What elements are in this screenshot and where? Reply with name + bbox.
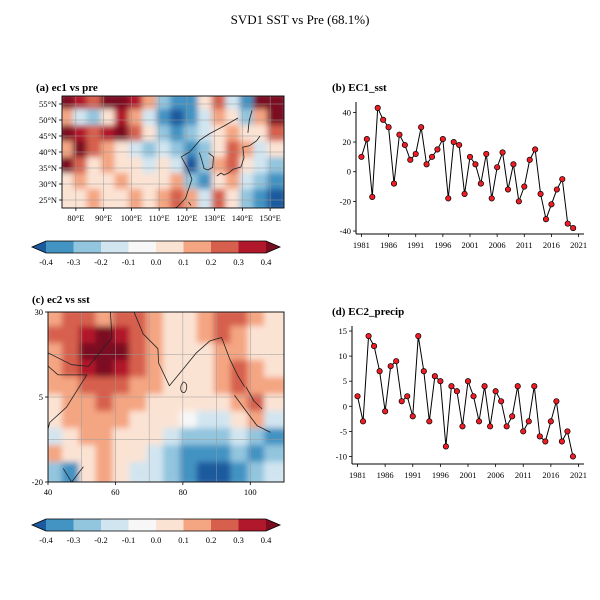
svg-text:0.4: 0.4 bbox=[261, 535, 272, 545]
svg-text:1981: 1981 bbox=[353, 240, 370, 250]
svg-text:40°N: 40°N bbox=[39, 147, 57, 157]
panel-a-map: 55°N 50°N 45°N 40°N 35°N 30°N 25°N 80°E 90°E 100°… bbox=[39, 95, 285, 223]
svg-text:80°E: 80°E bbox=[67, 213, 84, 223]
svg-text:140°E: 140°E bbox=[232, 213, 253, 223]
panel-a-colorbar: -0.4 -0.3 -0.2 -0.1 0.0 0.1 0.2 0.3 0.4 bbox=[30, 240, 282, 267]
svg-text:2016: 2016 bbox=[543, 240, 560, 250]
svg-text:5: 5 bbox=[343, 376, 347, 386]
svg-text:1986: 1986 bbox=[380, 240, 397, 250]
svg-text:0.3: 0.3 bbox=[233, 257, 244, 267]
svg-text:0.1: 0.1 bbox=[178, 535, 189, 545]
svg-text:-0.2: -0.2 bbox=[94, 535, 107, 545]
svg-text:2001: 2001 bbox=[460, 470, 477, 480]
panel-b-lineplot: -40 -20 0 20 40 1981 1986 1991 1996 2001 2006 2011 2… bbox=[340, 102, 587, 250]
svg-text:2021: 2021 bbox=[570, 470, 587, 480]
svg-text:2001: 2001 bbox=[462, 240, 479, 250]
svg-text:50°N: 50°N bbox=[39, 115, 57, 125]
svg-text:110°E: 110°E bbox=[149, 213, 170, 223]
svg-text:2011: 2011 bbox=[515, 470, 532, 480]
svg-text:150°E: 150°E bbox=[259, 213, 280, 223]
svg-text:120°E: 120°E bbox=[176, 213, 197, 223]
svg-text:-10: -10 bbox=[336, 451, 347, 461]
svg-text:-0.2: -0.2 bbox=[94, 257, 107, 267]
panel-c-colorbar: -0.4 -0.3 -0.2 -0.1 0.0 0.1 0.2 0.3 0.4 bbox=[30, 518, 282, 545]
svg-text:0.2: 0.2 bbox=[206, 535, 217, 545]
svg-text:-0.1: -0.1 bbox=[122, 535, 135, 545]
svg-text:2006: 2006 bbox=[489, 240, 506, 250]
svg-text:30: 30 bbox=[35, 307, 44, 317]
svg-text:2006: 2006 bbox=[487, 470, 504, 480]
svg-text:0.3: 0.3 bbox=[233, 535, 244, 545]
svg-text:10: 10 bbox=[339, 351, 348, 361]
svg-text:2011: 2011 bbox=[516, 240, 533, 250]
svg-text:2016: 2016 bbox=[542, 470, 559, 480]
svg-text:80: 80 bbox=[179, 487, 188, 497]
svg-text:0.0: 0.0 bbox=[151, 535, 162, 545]
svg-text:1996: 1996 bbox=[434, 240, 451, 250]
svg-text:0: 0 bbox=[343, 401, 347, 411]
svg-text:25°N: 25°N bbox=[39, 195, 57, 205]
svg-text:15: 15 bbox=[339, 326, 348, 336]
svg-text:55°N: 55°N bbox=[39, 99, 57, 109]
panel-b-title: (b) EC1_sst bbox=[332, 82, 387, 94]
figure-title: SVD1 SST vs Pre (68.1%) bbox=[230, 12, 370, 27]
svg-text:-20: -20 bbox=[340, 196, 351, 206]
svg-text:-40: -40 bbox=[340, 226, 351, 236]
panel-d-title: (d) EC2_precip bbox=[332, 306, 405, 318]
svg-text:1981: 1981 bbox=[349, 470, 366, 480]
svg-text:5: 5 bbox=[39, 392, 43, 402]
svg-text:40: 40 bbox=[44, 487, 53, 497]
svg-text:130°E: 130°E bbox=[204, 213, 225, 223]
panel-c-title: (c) ec2 vs sst bbox=[32, 294, 90, 306]
svg-text:1986: 1986 bbox=[377, 470, 394, 480]
svg-text:20: 20 bbox=[343, 137, 352, 147]
svg-text:0.2: 0.2 bbox=[206, 257, 217, 267]
svg-text:0.4: 0.4 bbox=[261, 257, 272, 267]
svg-text:-0.1: -0.1 bbox=[122, 257, 135, 267]
svg-text:1996: 1996 bbox=[432, 470, 449, 480]
svg-text:-0.4: -0.4 bbox=[39, 535, 53, 545]
svg-text:100: 100 bbox=[244, 487, 257, 497]
svg-text:0.1: 0.1 bbox=[178, 257, 189, 267]
svg-text:60: 60 bbox=[111, 487, 120, 497]
svg-text:30°N: 30°N bbox=[39, 179, 57, 189]
svg-text:40: 40 bbox=[343, 107, 352, 117]
panel-d-lineplot: -10 -5 0 5 10 15 1981 1986 1991 1996 2001 2006 2011 2… bbox=[336, 326, 587, 480]
svg-text:45°N: 45°N bbox=[39, 131, 57, 141]
svg-text:2021: 2021 bbox=[570, 240, 587, 250]
svg-text:1991: 1991 bbox=[407, 240, 424, 250]
svg-text:100°E: 100°E bbox=[121, 213, 142, 223]
svg-text:0: 0 bbox=[347, 167, 351, 177]
svg-text:-0.4: -0.4 bbox=[39, 257, 53, 267]
panel-a-title: (a) ec1 vs pre bbox=[36, 82, 98, 94]
svg-text:-0.3: -0.3 bbox=[67, 257, 80, 267]
svg-text:-0.3: -0.3 bbox=[67, 535, 80, 545]
svg-text:35°N: 35°N bbox=[39, 163, 57, 173]
svg-text:90°E: 90°E bbox=[95, 213, 112, 223]
svg-text:1991: 1991 bbox=[404, 470, 421, 480]
svg-text:-5: -5 bbox=[340, 426, 347, 436]
svg-text:-20: -20 bbox=[32, 477, 43, 487]
svg-text:0.0: 0.0 bbox=[151, 257, 162, 267]
